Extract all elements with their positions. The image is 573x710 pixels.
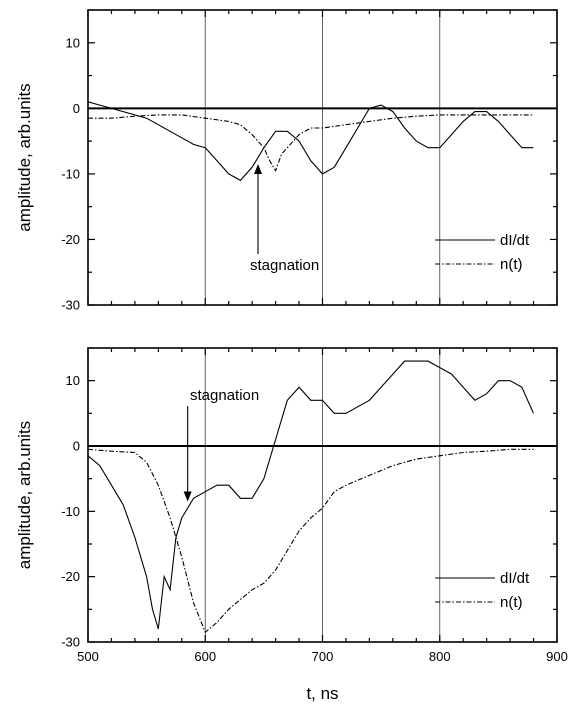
annotation-label: stagnation <box>190 387 259 404</box>
y-axis-title: amplitude, arb.units <box>15 421 34 569</box>
x-tick-label: 800 <box>429 649 451 664</box>
y-tick-label: -10 <box>61 166 80 181</box>
series-line-dI-dt <box>87 101 534 182</box>
chart-panel-1: -30 -20 -10 0 10 dI/dt n(t) stagnation amplitude… <box>15 9 558 313</box>
y-tick-label: -20 <box>61 569 80 584</box>
y-tick-label: -10 <box>61 504 80 519</box>
annotation-arrowhead <box>183 491 192 502</box>
legend-label: n(t) <box>500 256 523 273</box>
series-line-dI-dt <box>87 360 535 630</box>
x-tick-label: 900 <box>546 649 568 664</box>
y-axis-title: amplitude, arb.units <box>15 83 34 231</box>
y-tick-label: -30 <box>61 635 80 650</box>
series-line-n-t <box>87 448 534 634</box>
x-tick-label: 700 <box>312 649 334 664</box>
y-tick-label: -20 <box>61 232 80 247</box>
chart-panel-2: -30 -20 -10 0 10 500 600 700 800 900 dI/dt n(t) stag… <box>15 347 568 703</box>
series-line-n-t <box>88 114 534 172</box>
legend-label: dI/dt <box>500 232 530 249</box>
y-tick-label: -30 <box>61 298 80 313</box>
annotation-arrowhead <box>254 164 263 175</box>
x-tick-label: 500 <box>77 649 99 664</box>
legend-label: n(t) <box>500 594 523 611</box>
y-tick-label: 10 <box>66 373 80 388</box>
y-tick-label: 0 <box>73 101 80 116</box>
x-axis-title: t, ns <box>306 684 338 703</box>
y-tick-label: 10 <box>66 35 80 50</box>
y-tick-label: 0 <box>73 439 80 454</box>
x-tick-label: 600 <box>194 649 216 664</box>
legend-label: dI/dt <box>500 570 530 587</box>
annotation-label: stagnation <box>250 257 319 274</box>
